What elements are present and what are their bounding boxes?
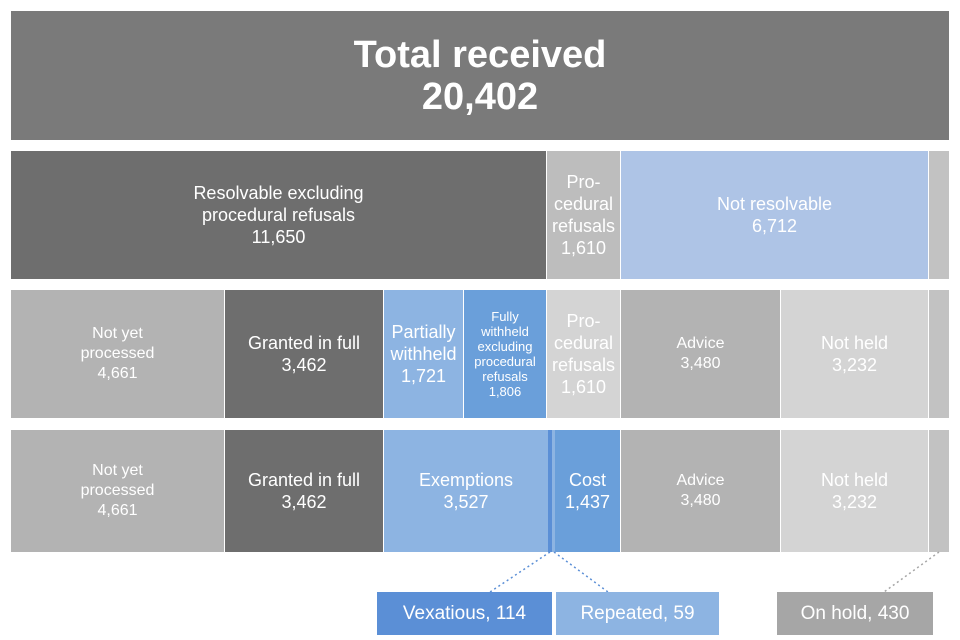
resolvable-value: 11,650 [251, 227, 306, 247]
cost-value: 1,437 [564, 492, 611, 512]
fully-label-5: refusals [482, 369, 528, 384]
partially-withheld-block: Partially withheld 1,721 [384, 290, 463, 418]
repeated-connector [553, 551, 609, 593]
partially-value: 1,721 [400, 366, 447, 386]
not-resolvable-label: Not resolvable [716, 194, 833, 214]
not-yet-label-2: processed [80, 345, 155, 362]
partially-label-1: Partially [391, 322, 456, 342]
procedural-label-2: cedural [553, 194, 614, 214]
not-held-value: 3,232 [831, 355, 878, 375]
total-received-label: Total received [353, 33, 607, 76]
fully-withheld-block: Fully withheld excluding procedural refu… [464, 290, 546, 418]
not-held-label: Not held [820, 470, 889, 490]
vexatious-connector [489, 551, 551, 593]
not-yet-value: 4,661 [97, 502, 138, 519]
row3-not-held-block: Not held 3,232 [781, 430, 928, 552]
resolvable-block: Resolvable excluding procedural refusals… [11, 151, 546, 279]
procedural-label-3: refusals [551, 355, 616, 375]
procedural-label-1: Pro- [566, 172, 601, 192]
fully-label-2: withheld [481, 324, 529, 339]
on-hold-connector [883, 551, 940, 593]
row2-on-hold-strip [929, 290, 949, 418]
total-received-block: Total received 20,402 [11, 11, 949, 140]
not-held-label: Not held [820, 333, 889, 353]
row2-granted-in-full-block: Granted in full 3,462 [225, 290, 383, 418]
exemptions-value: 3,527 [443, 492, 489, 512]
procedural-label-3: refusals [551, 216, 616, 236]
row2-not-yet-processed-block: Not yet processed 4,661 [11, 290, 224, 418]
resolvable-label-2: procedural refusals [201, 205, 356, 225]
advice-label: Advice [676, 335, 725, 352]
row2-advice-block: Advice 3,480 [621, 290, 780, 418]
fully-label-3: excluding [477, 339, 533, 354]
row3-not-yet-processed-block: Not yet processed 4,661 [11, 430, 224, 552]
row3-advice-block: Advice 3,480 [621, 430, 780, 552]
not-yet-value: 4,661 [97, 365, 138, 382]
fully-label-1: Fully [491, 309, 519, 324]
granted-label: Granted in full [247, 470, 361, 490]
procedural-label-1: Pro- [566, 311, 601, 331]
not-resolvable-block: Not resolvable 6,712 [621, 151, 928, 279]
row2-not-held-block: Not held 3,232 [781, 290, 928, 418]
vexatious-callout: Vexatious, 114 [377, 592, 552, 635]
cost-block: Cost 1,437 [555, 430, 620, 552]
procedural-label-2: cedural [553, 333, 614, 353]
row1-procedural-refusals-block: Pro- cedural refusals 1,610 [547, 151, 620, 279]
advice-value: 3,480 [680, 355, 721, 372]
not-yet-label-1: Not yet [92, 325, 143, 342]
repeated-sliver [552, 430, 555, 552]
row3-on-hold-strip [929, 430, 949, 552]
fully-label-4: procedural [474, 354, 536, 369]
exemptions-label: Exemptions [418, 470, 514, 490]
row1-on-hold-strip [929, 151, 949, 279]
repeated-label: Repeated, 59 [580, 603, 695, 624]
not-resolvable-value: 6,712 [751, 216, 798, 236]
granted-label: Granted in full [247, 333, 361, 353]
exemptions-block: Exemptions 3,527 [384, 430, 548, 552]
row3-granted-in-full-block: Granted in full 3,462 [225, 430, 383, 552]
partially-label-2: withheld [390, 344, 457, 364]
on-hold-callout: On hold, 430 [777, 592, 933, 635]
on-hold-label: On hold, 430 [800, 603, 910, 624]
vexatious-sliver [548, 430, 552, 552]
advice-label: Advice [676, 472, 725, 489]
vexatious-label: Vexatious, 114 [402, 603, 527, 624]
procedural-value: 1,610 [560, 377, 607, 397]
advice-value: 3,480 [680, 492, 721, 509]
repeated-callout: Repeated, 59 [556, 592, 719, 635]
granted-value: 3,462 [281, 355, 327, 375]
total-received-value: 20,402 [421, 75, 539, 118]
resolvable-label-1: Resolvable excluding [193, 183, 364, 203]
fully-value: 1,806 [488, 384, 522, 399]
procedural-value: 1,610 [560, 238, 607, 258]
row2-procedural-refusals-block: Pro- cedural refusals 1,610 [547, 290, 620, 418]
cost-label: Cost [568, 470, 606, 490]
not-yet-label-1: Not yet [92, 462, 143, 479]
not-held-value: 3,232 [831, 492, 878, 512]
granted-value: 3,462 [281, 492, 327, 512]
not-yet-label-2: processed [80, 482, 155, 499]
